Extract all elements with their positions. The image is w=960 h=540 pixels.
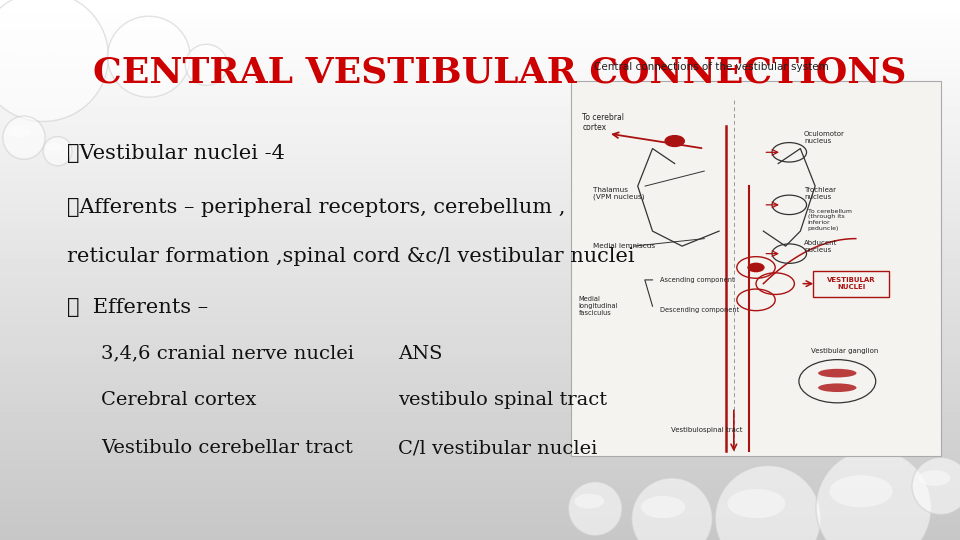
Ellipse shape — [728, 489, 785, 518]
Ellipse shape — [108, 16, 190, 97]
Text: C/l vestibular nuclei: C/l vestibular nuclei — [398, 439, 598, 457]
Text: ➤Vestibular nuclei -4: ➤Vestibular nuclei -4 — [67, 144, 285, 164]
Text: To cerebellum
(through its
inferior
peduncle): To cerebellum (through its inferior pedu… — [807, 208, 852, 231]
Text: Oculomotor
nucleus: Oculomotor nucleus — [804, 131, 845, 144]
Ellipse shape — [632, 478, 712, 540]
Text: Medial lemniscus: Medial lemniscus — [593, 243, 656, 249]
Ellipse shape — [43, 137, 72, 166]
Ellipse shape — [829, 475, 893, 507]
Text: Central connections of the vestibular system: Central connections of the vestibular sy… — [594, 63, 829, 72]
Text: Vestibular ganglion: Vestibular ganglion — [811, 348, 878, 354]
Ellipse shape — [574, 494, 604, 509]
Ellipse shape — [818, 383, 856, 392]
Circle shape — [747, 262, 764, 272]
Text: VESTIBULAR
NUCLEI: VESTIBULAR NUCLEI — [828, 277, 876, 290]
Text: Abducent
nucleus: Abducent nucleus — [804, 240, 837, 253]
Ellipse shape — [919, 470, 950, 486]
Ellipse shape — [641, 496, 685, 518]
Ellipse shape — [818, 369, 856, 377]
Ellipse shape — [0, 21, 64, 56]
Text: Vestibulo cerebellar tract: Vestibulo cerebellar tract — [101, 439, 352, 457]
Text: Trochlear
nucleus: Trochlear nucleus — [804, 187, 836, 200]
Text: Ascending component: Ascending component — [660, 277, 734, 283]
Bar — [571, 81, 941, 456]
Text: reticular formation ,spinal cord &c/l vestibular nuclei: reticular formation ,spinal cord &c/l ve… — [67, 247, 635, 266]
Text: 3,4,6 cranial nerve nuclei: 3,4,6 cranial nerve nuclei — [101, 345, 354, 363]
Ellipse shape — [3, 116, 45, 159]
Ellipse shape — [190, 53, 213, 65]
Text: ➤  Efferents –: ➤ Efferents – — [67, 298, 208, 318]
Text: vestibulo spinal tract: vestibulo spinal tract — [398, 390, 608, 409]
Text: To cerebral
cortex: To cerebral cortex — [583, 112, 624, 132]
Ellipse shape — [568, 482, 622, 536]
Text: Thalamus
(VPM nucleus): Thalamus (VPM nucleus) — [593, 187, 645, 200]
Ellipse shape — [46, 143, 62, 151]
Ellipse shape — [117, 34, 162, 57]
Text: Medial
longitudinal
fasciculus: Medial longitudinal fasciculus — [579, 296, 618, 316]
Ellipse shape — [816, 449, 931, 540]
Ellipse shape — [0, 0, 108, 122]
Ellipse shape — [8, 126, 31, 138]
Text: Descending component: Descending component — [660, 307, 739, 313]
Text: ANS: ANS — [398, 345, 443, 363]
Ellipse shape — [912, 457, 960, 515]
Text: CENTRAL VESTIBULAR CONNECTIONS: CENTRAL VESTIBULAR CONNECTIONS — [92, 56, 906, 90]
Circle shape — [665, 136, 684, 146]
Text: ➤Afferents – peripheral receptors, cerebellum ,: ➤Afferents – peripheral receptors, cereb… — [67, 198, 565, 218]
Ellipse shape — [185, 44, 228, 85]
Text: Cerebral cortex: Cerebral cortex — [101, 390, 256, 409]
Ellipse shape — [715, 465, 821, 540]
Text: Vestibulospinal tract: Vestibulospinal tract — [671, 427, 742, 433]
